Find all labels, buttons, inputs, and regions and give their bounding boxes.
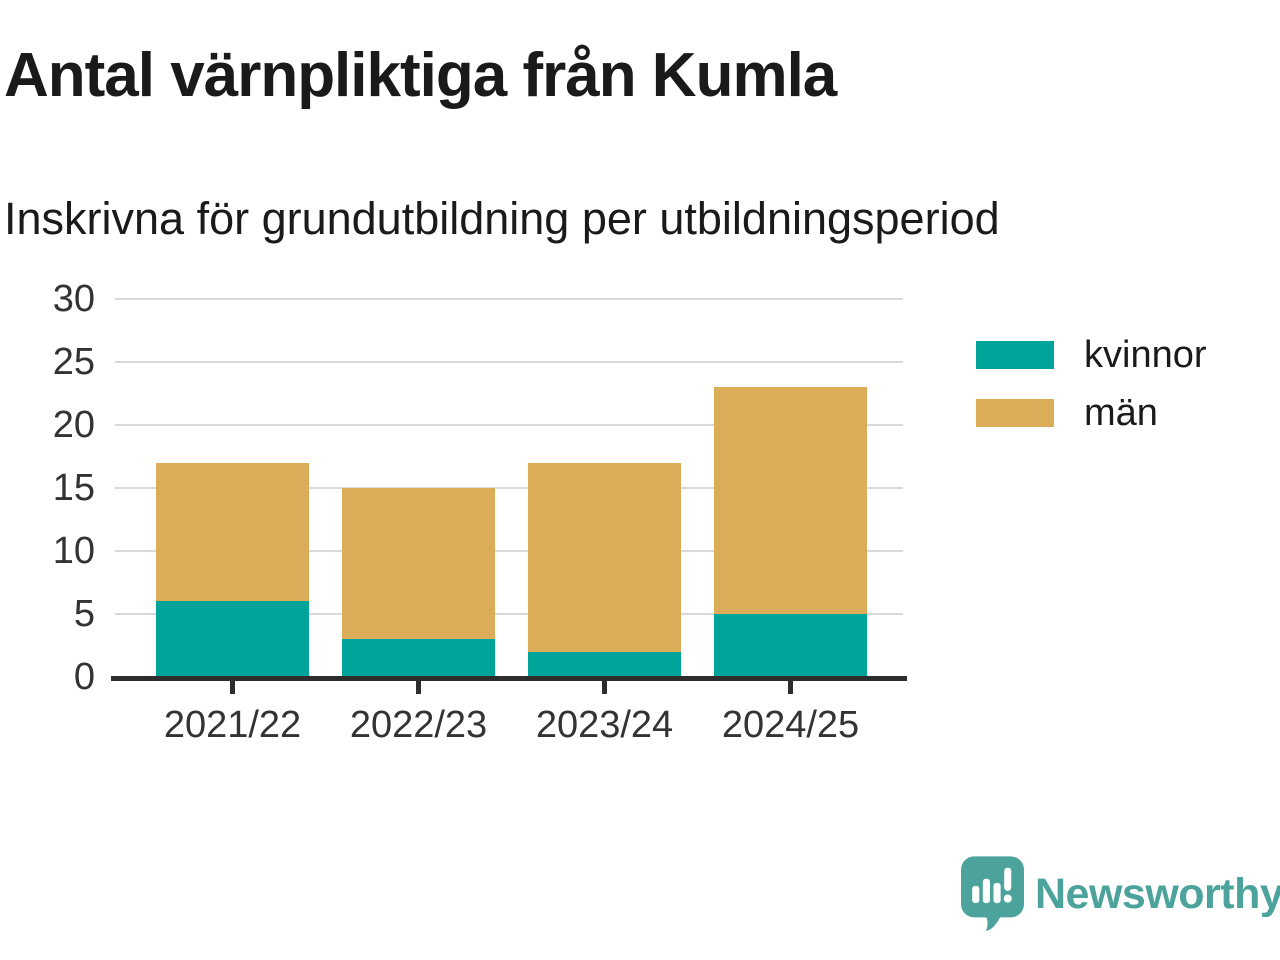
bar-segment-kvinnor (528, 651, 681, 677)
logo-bar-1 (972, 885, 980, 904)
y-axis-label: 5 (73, 593, 95, 635)
legend-label-kvinnor: kvinnor (1084, 334, 1207, 376)
legend-item-kvinnor: kvinnor (976, 334, 1207, 376)
plot-area: 0 5 10 15 20 25 30 2021/22 2022/23 2023/24 2024/25 (53, 280, 907, 746)
bar-segment-män (528, 462, 681, 652)
x-axis-tick (416, 681, 421, 694)
chart-subtitle: Inskrivna för grundutbildning per utbild… (4, 193, 1000, 244)
x-axis-label: 2022/23 (349, 704, 488, 746)
y-axis-label: 25 (52, 341, 95, 383)
gridline (115, 298, 903, 300)
legend-swatch-kvinnor (976, 341, 1054, 369)
y-axis-label: 10 (52, 530, 95, 572)
gridline (115, 613, 903, 615)
x-axis-tick (230, 681, 235, 694)
legend-item-män: män (976, 392, 1207, 434)
gridline (115, 487, 903, 489)
logo-exclamation-bar (1004, 867, 1012, 891)
y-axis-label: 20 (52, 404, 95, 446)
y-axis-label: 0 (73, 656, 95, 698)
gridline (115, 361, 903, 363)
logo-bar-3 (993, 882, 1001, 904)
logo-bar-2 (982, 878, 990, 904)
legend-label-män: män (1084, 392, 1158, 434)
brand-name: Newsworthy (1035, 869, 1280, 918)
logo-exclamation-dot (1003, 894, 1012, 903)
gridline (115, 550, 903, 552)
bar-segment-män (714, 387, 867, 614)
x-axis-label: 2021/22 (163, 704, 302, 746)
newsworthy-logo-icon (961, 856, 1024, 932)
y-axis-label: 30 (52, 278, 95, 320)
x-axis-label: 2023/24 (535, 704, 674, 746)
legend-swatch-män (976, 399, 1054, 427)
x-axis-label: 2024/25 (721, 704, 860, 746)
chart-title: Antal värnpliktiga från Kumla (4, 41, 837, 110)
bar-segment-män (156, 462, 309, 602)
gridline (115, 424, 903, 426)
y-axis-label: 15 (52, 467, 95, 509)
brand-footer: Newsworthy (961, 856, 1280, 932)
bar-segment-kvinnor (156, 601, 309, 677)
x-axis-tick (788, 681, 793, 694)
x-axis-line (111, 676, 907, 681)
x-axis-tick (602, 681, 607, 694)
bar-segment-kvinnor (714, 614, 867, 677)
bar-segment-män (342, 488, 495, 640)
legend: kvinnor män (976, 334, 1207, 434)
bar-segment-kvinnor (342, 639, 495, 677)
